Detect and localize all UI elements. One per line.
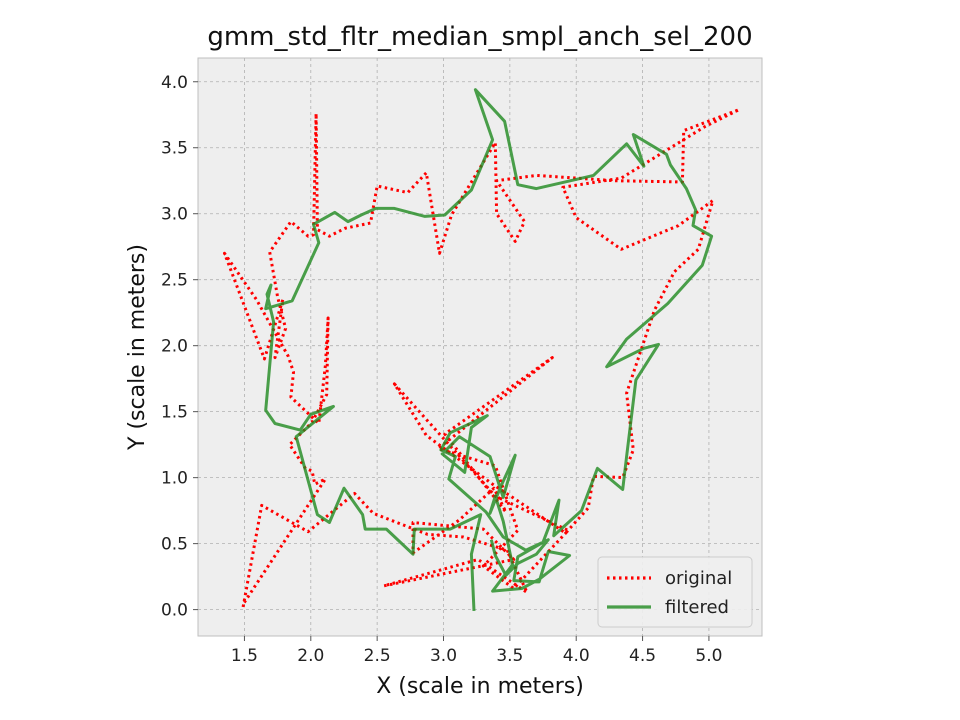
x-tick-label: 2.5 xyxy=(364,646,391,666)
chart-title: gmm_std_fltr_median_smpl_anch_sel_200 xyxy=(207,22,752,52)
legend: original filtered xyxy=(597,556,753,628)
series-line-filtered xyxy=(264,88,714,611)
x-tick-label: 2.0 xyxy=(297,646,324,666)
x-tick-label: 4.5 xyxy=(629,646,656,666)
x-tick-label: 5.0 xyxy=(695,646,722,666)
y-tick-label: 0.0 xyxy=(161,601,188,621)
x-axis-title: X (scale in meters) xyxy=(376,674,584,699)
series-layer xyxy=(223,88,741,611)
y-tick-label: 3.5 xyxy=(161,139,188,159)
y-tick-label: 1.5 xyxy=(161,403,188,423)
plot-area xyxy=(197,57,763,637)
y-tick-label: 3.0 xyxy=(161,205,188,225)
legend-box xyxy=(597,556,753,628)
x-tick-label: 3.0 xyxy=(430,646,457,666)
series-line-original xyxy=(223,108,741,608)
ticks: 1.5 2.0 2.5 3.0 3.5 4.0 4.5 5.0 0.0 0.5 1.0 1.5 2.0 2… xyxy=(161,73,722,666)
x-tick-label: 1.5 xyxy=(231,646,258,666)
legend-label-original: original xyxy=(665,568,732,589)
y-axis-title: Y (scale in meters) xyxy=(125,244,150,451)
grid xyxy=(198,58,762,636)
x-tick-label: 3.5 xyxy=(496,646,523,666)
y-tick-label: 0.5 xyxy=(161,535,188,555)
x-tick-label: 4.0 xyxy=(563,646,590,666)
y-tick-label: 1.0 xyxy=(161,469,188,489)
y-tick-label: 2.5 xyxy=(161,271,188,291)
y-tick-label: 4.0 xyxy=(161,73,188,93)
legend-label-filtered: filtered xyxy=(665,597,729,618)
y-tick-label: 2.0 xyxy=(161,337,188,357)
